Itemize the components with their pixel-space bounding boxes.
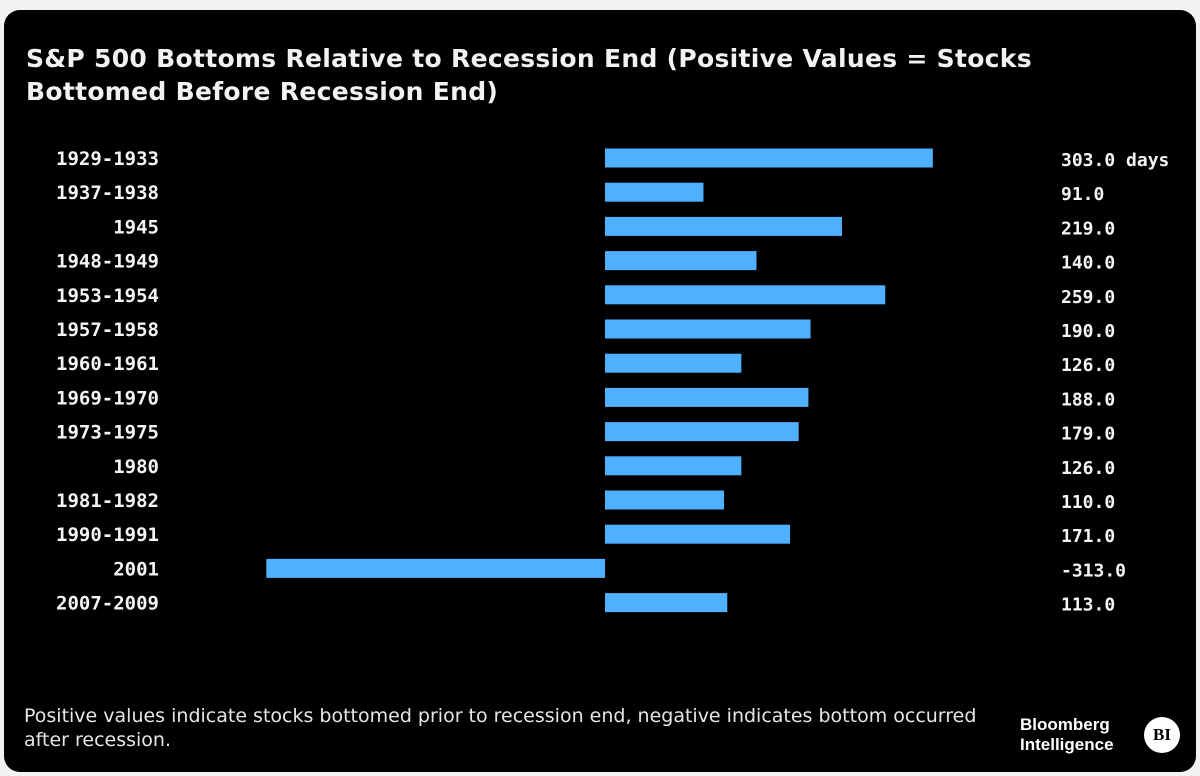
bar — [605, 490, 725, 510]
bar — [605, 353, 742, 373]
value-label: 188.0 — [1061, 389, 1115, 410]
chart-title: S&P 500 Bottoms Relative to Recession En… — [26, 44, 1032, 106]
value-label: 110.0 — [1061, 492, 1115, 513]
value-label: 140.0 — [1061, 253, 1115, 274]
chart-card: S&P 500 Bottoms Relative to Recession En… — [4, 10, 1196, 772]
bar — [605, 593, 728, 613]
bar — [605, 319, 811, 339]
category-label: 1957-1958 — [56, 319, 159, 341]
bar — [605, 524, 791, 544]
category-label: 1973-1975 — [56, 422, 159, 444]
category-label: 2001 — [113, 558, 159, 580]
value-label: 259.0 — [1061, 287, 1115, 308]
value-label: 303.0 days — [1061, 150, 1169, 171]
category-label: 1969-1970 — [56, 387, 159, 409]
logo-line-2: Intelligence — [1020, 735, 1114, 754]
bi-badge-icon: BI — [1144, 717, 1180, 753]
bar — [605, 285, 886, 305]
category-label: 1948-1949 — [56, 251, 159, 273]
bar — [605, 387, 809, 407]
category-label: 1953-1954 — [56, 285, 159, 307]
bar — [605, 182, 704, 202]
category-label: 1981-1982 — [56, 490, 159, 512]
bar — [605, 422, 799, 442]
value-label: 219.0 — [1061, 218, 1115, 239]
value-label: 171.0 — [1061, 526, 1115, 547]
value-label: 113.0 — [1061, 595, 1115, 616]
bloomberg-intelligence-logo: Bloomberg Intelligence BI — [1020, 715, 1190, 765]
bar — [605, 216, 842, 236]
bar — [605, 148, 933, 168]
category-label: 1945 — [113, 216, 159, 238]
category-label: 1980 — [113, 456, 159, 478]
value-label: 126.0 — [1061, 458, 1115, 479]
category-label: 1937-1938 — [56, 182, 159, 204]
value-label: 126.0 — [1061, 355, 1115, 376]
bar — [605, 251, 757, 271]
category-label: 1929-1933 — [56, 148, 159, 170]
value-label: 190.0 — [1061, 321, 1115, 342]
footnote: Positive values indicate stocks bottomed… — [24, 705, 977, 751]
value-label: -313.0 — [1061, 560, 1126, 581]
category-label: 2007-2009 — [56, 593, 159, 615]
logo-wordmark: Bloomberg Intelligence — [1020, 715, 1114, 755]
category-label: 1960-1961 — [56, 353, 159, 375]
bar — [266, 558, 605, 578]
value-label: 91.0 — [1061, 184, 1104, 205]
logo-line-1: Bloomberg — [1020, 715, 1110, 734]
bar-chart: 1929-1933 303.0 days 1937-1938 91.0 1945 219.… — [56, 148, 1169, 616]
value-label: 179.0 — [1061, 424, 1115, 445]
category-label: 1990-1991 — [56, 524, 159, 546]
bar — [605, 456, 742, 476]
